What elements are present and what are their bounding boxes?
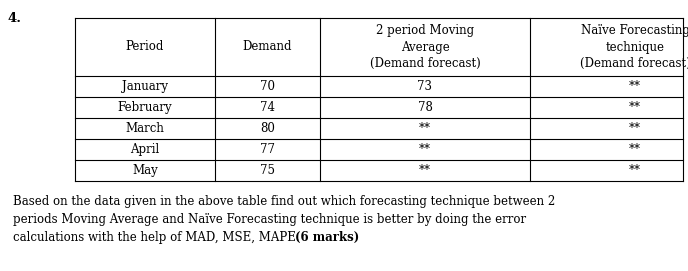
Text: **: ** [629,80,641,93]
Text: April: April [130,143,160,156]
Text: Naïve Forecasting
technique
(Demand forecast): Naïve Forecasting technique (Demand fore… [579,24,688,70]
Text: 70: 70 [260,80,275,93]
Text: **: ** [629,122,641,135]
Text: **: ** [629,164,641,177]
Text: 2 period Moving
Average
(Demand forecast): 2 period Moving Average (Demand forecast… [369,24,480,70]
Text: 78: 78 [418,101,433,114]
Text: (6 marks): (6 marks) [295,231,360,244]
Text: periods Moving Average and Naïve Forecasting technique is better by doing the er: periods Moving Average and Naïve Forecas… [13,213,526,226]
Text: 77: 77 [260,143,275,156]
Text: **: ** [419,143,431,156]
Text: 73: 73 [418,80,433,93]
Text: Period: Period [126,40,164,53]
Text: **: ** [419,122,431,135]
Text: Based on the data given in the above table find out which forecasting technique : Based on the data given in the above tab… [13,195,555,208]
Text: 4.: 4. [8,12,22,25]
Text: March: March [126,122,164,135]
Text: **: ** [629,101,641,114]
Text: 74: 74 [260,101,275,114]
Text: 80: 80 [260,122,275,135]
Text: **: ** [419,164,431,177]
Text: Demand: Demand [243,40,292,53]
Text: May: May [132,164,158,177]
Text: February: February [118,101,172,114]
Text: **: ** [629,143,641,156]
Text: January: January [122,80,168,93]
Text: calculations with the help of MAD, MSE, MAPE.: calculations with the help of MAD, MSE, … [13,231,303,244]
Text: 75: 75 [260,164,275,177]
